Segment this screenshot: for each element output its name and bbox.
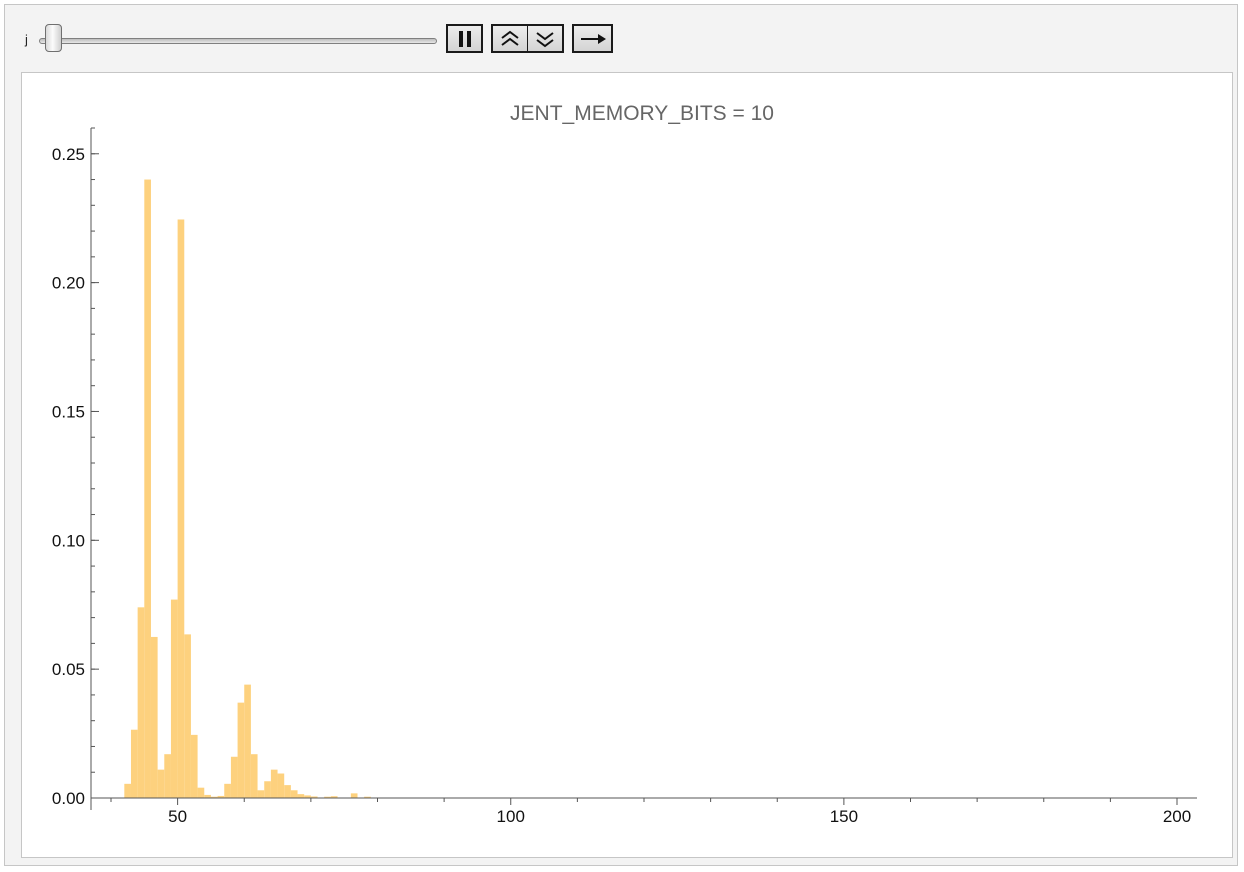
histogram-bar xyxy=(170,599,178,798)
x-tick-label: 100 xyxy=(497,807,525,826)
plot-area xyxy=(21,72,1233,858)
right-arrow-icon xyxy=(580,33,606,44)
y-tick-label: 0.20 xyxy=(52,274,85,293)
direction-button[interactable] xyxy=(572,24,613,53)
histogram-bar xyxy=(350,793,358,798)
y-tick-label: 0.00 xyxy=(52,789,85,808)
slider-label: j xyxy=(25,32,28,47)
slower-button[interactable] xyxy=(527,24,564,53)
y-tick-label: 0.10 xyxy=(52,531,85,550)
histogram-bar xyxy=(184,634,191,798)
histogram-bar xyxy=(290,790,298,798)
histogram-bar xyxy=(284,785,291,798)
histogram-bar xyxy=(150,636,158,798)
histogram-bar xyxy=(144,179,151,799)
animation-controls: j xyxy=(23,20,643,56)
histogram-bar xyxy=(304,795,311,798)
double-chevron-down-icon xyxy=(536,31,554,47)
histogram-bar xyxy=(157,769,165,798)
histogram-bar xyxy=(164,754,171,798)
histogram-bar xyxy=(217,795,225,798)
x-tick-label: 50 xyxy=(168,807,187,826)
faster-button[interactable] xyxy=(491,24,528,53)
histogram-bar xyxy=(210,796,218,798)
histogram-bar xyxy=(190,734,198,798)
histogram-bar xyxy=(130,729,138,798)
chart-title: JENT_MEMORY_BITS = 10 xyxy=(510,102,774,125)
x-tick-label: 200 xyxy=(1163,807,1191,826)
histogram-bar xyxy=(230,756,238,798)
pause-icon xyxy=(457,30,473,47)
histogram-bar xyxy=(204,794,211,798)
y-tick-label: 0.05 xyxy=(52,660,85,679)
manipulate-panel: j xyxy=(4,4,1238,866)
histogram-bar xyxy=(250,754,258,798)
histogram-bar xyxy=(197,787,205,798)
y-tick-label: 0.15 xyxy=(52,402,85,421)
histogram-bar xyxy=(264,781,271,798)
double-chevron-up-icon xyxy=(501,30,519,46)
histogram-bar xyxy=(137,607,145,798)
j-slider-thumb[interactable] xyxy=(45,24,62,52)
histogram-bar xyxy=(310,796,318,798)
histogram-bar xyxy=(244,684,251,798)
histogram-bar xyxy=(330,796,338,798)
histogram-bar xyxy=(237,702,245,798)
histogram-bar xyxy=(277,773,285,798)
histogram-bar xyxy=(257,790,265,798)
x-tick-label: 150 xyxy=(830,807,858,826)
histogram-bar xyxy=(177,219,185,799)
histogram-bar xyxy=(124,783,131,798)
histogram-bar xyxy=(224,783,231,798)
histogram-bar xyxy=(297,794,305,798)
pause-button[interactable] xyxy=(446,24,483,53)
histogram-bar xyxy=(270,769,278,798)
y-tick-label: 0.25 xyxy=(52,145,85,164)
j-slider-track[interactable] xyxy=(39,38,437,44)
histogram-bar xyxy=(364,796,371,798)
histogram-bar xyxy=(324,796,331,798)
